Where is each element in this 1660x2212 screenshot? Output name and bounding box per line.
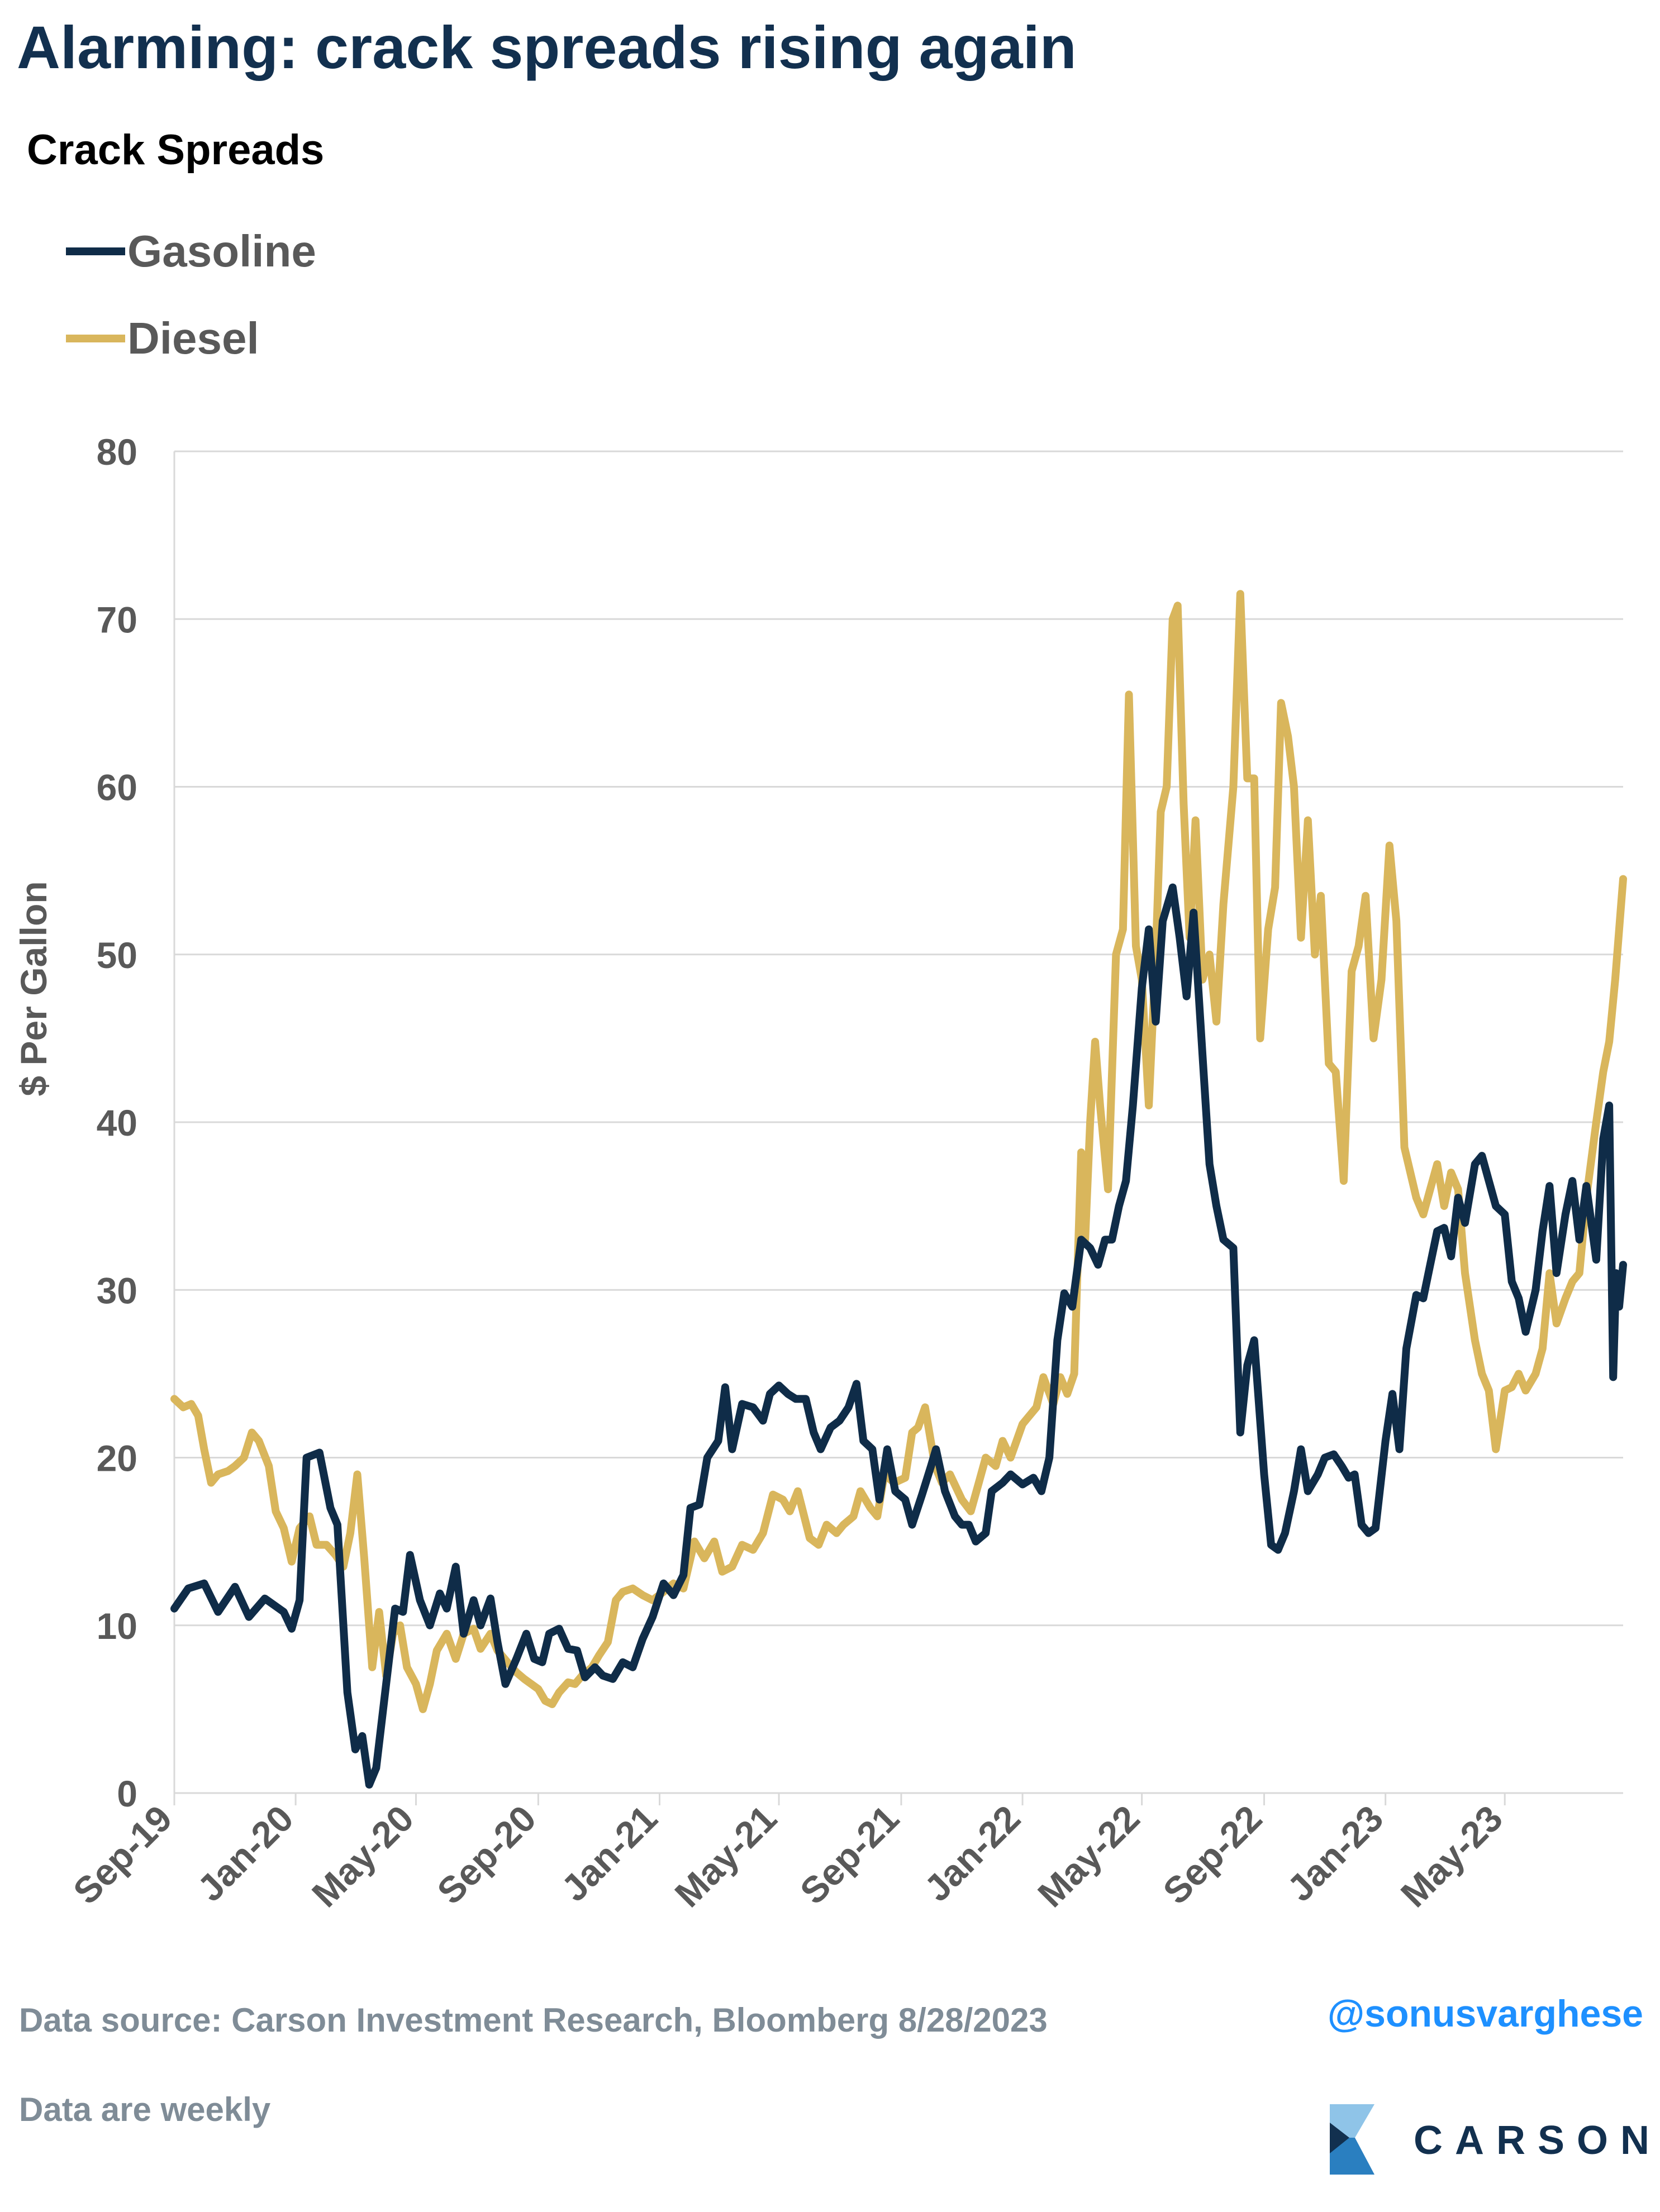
legend-label-diesel: Diesel bbox=[127, 313, 259, 363]
carson-logo: CARSON bbox=[1324, 2097, 1649, 2181]
x-tick-label-Sep-19: Sep-19 bbox=[65, 1798, 180, 1912]
legend-swatch-gasoline bbox=[66, 247, 125, 255]
carson-logo-mark bbox=[1330, 2104, 1374, 2175]
y-tick-label-70: 70 bbox=[97, 599, 137, 640]
x-tick-label-May-21: May-21 bbox=[667, 1798, 784, 1915]
y-tick-label-30: 30 bbox=[97, 1270, 137, 1311]
chart-subtitle: Crack Spreads bbox=[27, 126, 325, 174]
x-tick-label-May-22: May-22 bbox=[1030, 1798, 1148, 1915]
legend-item-diesel: Diesel bbox=[66, 313, 316, 364]
legend-label-gasoline: Gasoline bbox=[127, 226, 316, 276]
data-frequency-note: Data are weekly bbox=[19, 2091, 271, 2128]
x-tick-label-May-23: May-23 bbox=[1393, 1798, 1511, 1915]
author-handle[interactable]: @sonusvarghese bbox=[1327, 1992, 1643, 2035]
y-tick-label-10: 10 bbox=[97, 1605, 137, 1647]
series-line-diesel bbox=[170, 590, 1627, 1713]
legend-item-gasoline: Gasoline bbox=[66, 226, 316, 276]
legend-swatch-diesel bbox=[66, 335, 125, 342]
x-tick-label-Jan-23: Jan-23 bbox=[1279, 1798, 1391, 1909]
x-tick-label-Jan-21: Jan-21 bbox=[553, 1798, 665, 1909]
x-tick-label-Sep-20: Sep-20 bbox=[429, 1798, 544, 1912]
x-tick-label-Jan-20: Jan-20 bbox=[189, 1798, 301, 1909]
x-tick-label-May-20: May-20 bbox=[304, 1798, 422, 1915]
chart-title: Alarming: crack spreads rising again bbox=[17, 13, 1077, 81]
legend: Gasoline Diesel bbox=[66, 226, 316, 401]
y-tick-label-40: 40 bbox=[97, 1102, 137, 1143]
y-tick-label-50: 50 bbox=[97, 935, 137, 976]
y-tick-label-80: 80 bbox=[97, 431, 137, 473]
y-tick-label-60: 60 bbox=[97, 767, 137, 808]
x-tick-label-Jan-22: Jan-22 bbox=[916, 1798, 1028, 1909]
data-source-note: Data source: Carson Investment Research,… bbox=[19, 2001, 1048, 2039]
carson-logo-text: CARSON bbox=[1414, 2118, 1660, 2163]
y-tick-label-0: 0 bbox=[117, 1773, 137, 1814]
series-line-gasoline bbox=[170, 883, 1627, 1789]
x-tick-label-Sep-22: Sep-22 bbox=[1155, 1798, 1269, 1912]
x-tick-label-Sep-21: Sep-21 bbox=[792, 1798, 906, 1912]
y-tick-label-20: 20 bbox=[97, 1438, 137, 1479]
